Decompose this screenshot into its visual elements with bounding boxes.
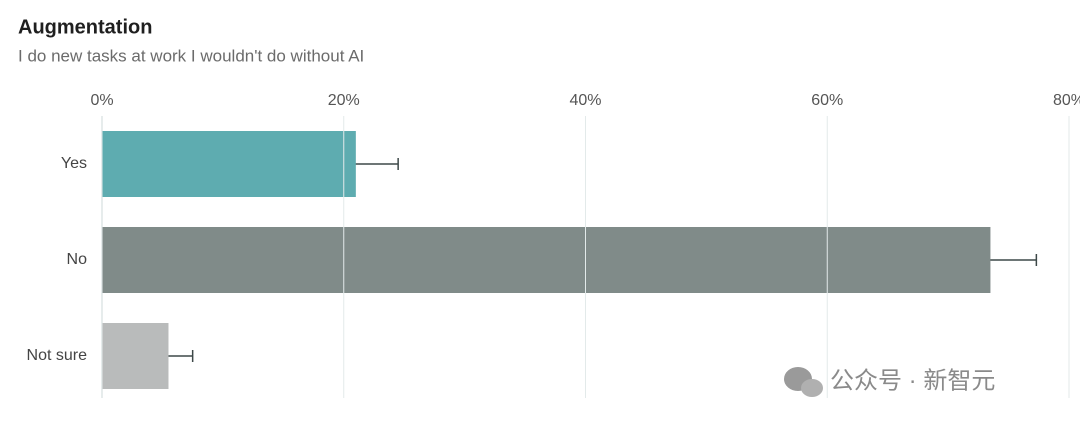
bar [102, 227, 991, 293]
chart-subtitle: I do new tasks at work I wouldn't do wit… [18, 46, 364, 65]
x-tick-label: 40% [569, 92, 601, 109]
y-tick-label: Not sure [27, 347, 88, 364]
x-tick-label: 80% [1053, 92, 1080, 109]
y-tick-label: No [67, 251, 88, 268]
bar [102, 323, 169, 389]
x-tick-label: 20% [328, 92, 360, 109]
y-tick-label: Yes [61, 155, 87, 172]
chart-title: Augmentation [18, 16, 152, 38]
watermark: 公众号 · 新智元 [830, 367, 995, 394]
watermark-icon [784, 367, 823, 397]
x-tick-label: 60% [811, 92, 843, 109]
x-tick-label: 0% [90, 92, 113, 109]
bar [102, 131, 356, 197]
